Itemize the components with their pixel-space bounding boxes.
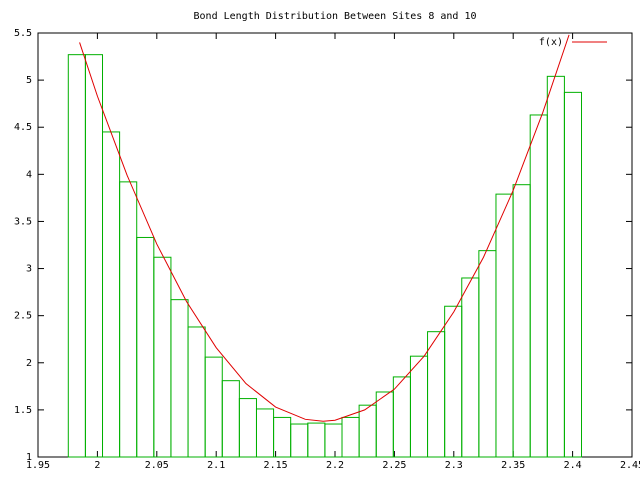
chart-title: Bond Length Distribution Between Sites 8… — [194, 11, 477, 22]
y-tick-label: 4.5 — [14, 122, 32, 133]
x-tick-label: 2.25 — [382, 460, 406, 471]
x-tick-label: 2.4 — [564, 460, 582, 471]
y-tick-label: 3 — [26, 264, 32, 275]
y-tick-label: 1.5 — [14, 405, 32, 416]
x-tick-label: 2.2 — [326, 460, 344, 471]
legend-label: f(x) — [539, 37, 563, 48]
x-tick-label: 2.35 — [501, 460, 525, 471]
x-tick-label: 2.1 — [207, 460, 225, 471]
y-tick-label: 4 — [26, 169, 32, 180]
x-tick-label: 2.15 — [264, 460, 288, 471]
x-tick-label: 2.05 — [145, 460, 169, 471]
y-tick-label: 1 — [26, 452, 32, 463]
y-tick-label: 2.5 — [14, 311, 32, 322]
x-tick-label: 2.45 — [620, 460, 640, 471]
fit-curve — [79, 34, 570, 422]
y-tick-label: 3.5 — [14, 216, 32, 227]
x-tick-label: 2 — [94, 460, 100, 471]
x-tick-label: 2.3 — [445, 460, 463, 471]
y-tick-label: 5.5 — [14, 28, 32, 39]
y-tick-label: 5 — [26, 75, 32, 86]
bar — [563, 91, 583, 458]
y-tick-label: 2 — [26, 358, 32, 369]
x-tick-label: 1.95 — [26, 460, 50, 471]
